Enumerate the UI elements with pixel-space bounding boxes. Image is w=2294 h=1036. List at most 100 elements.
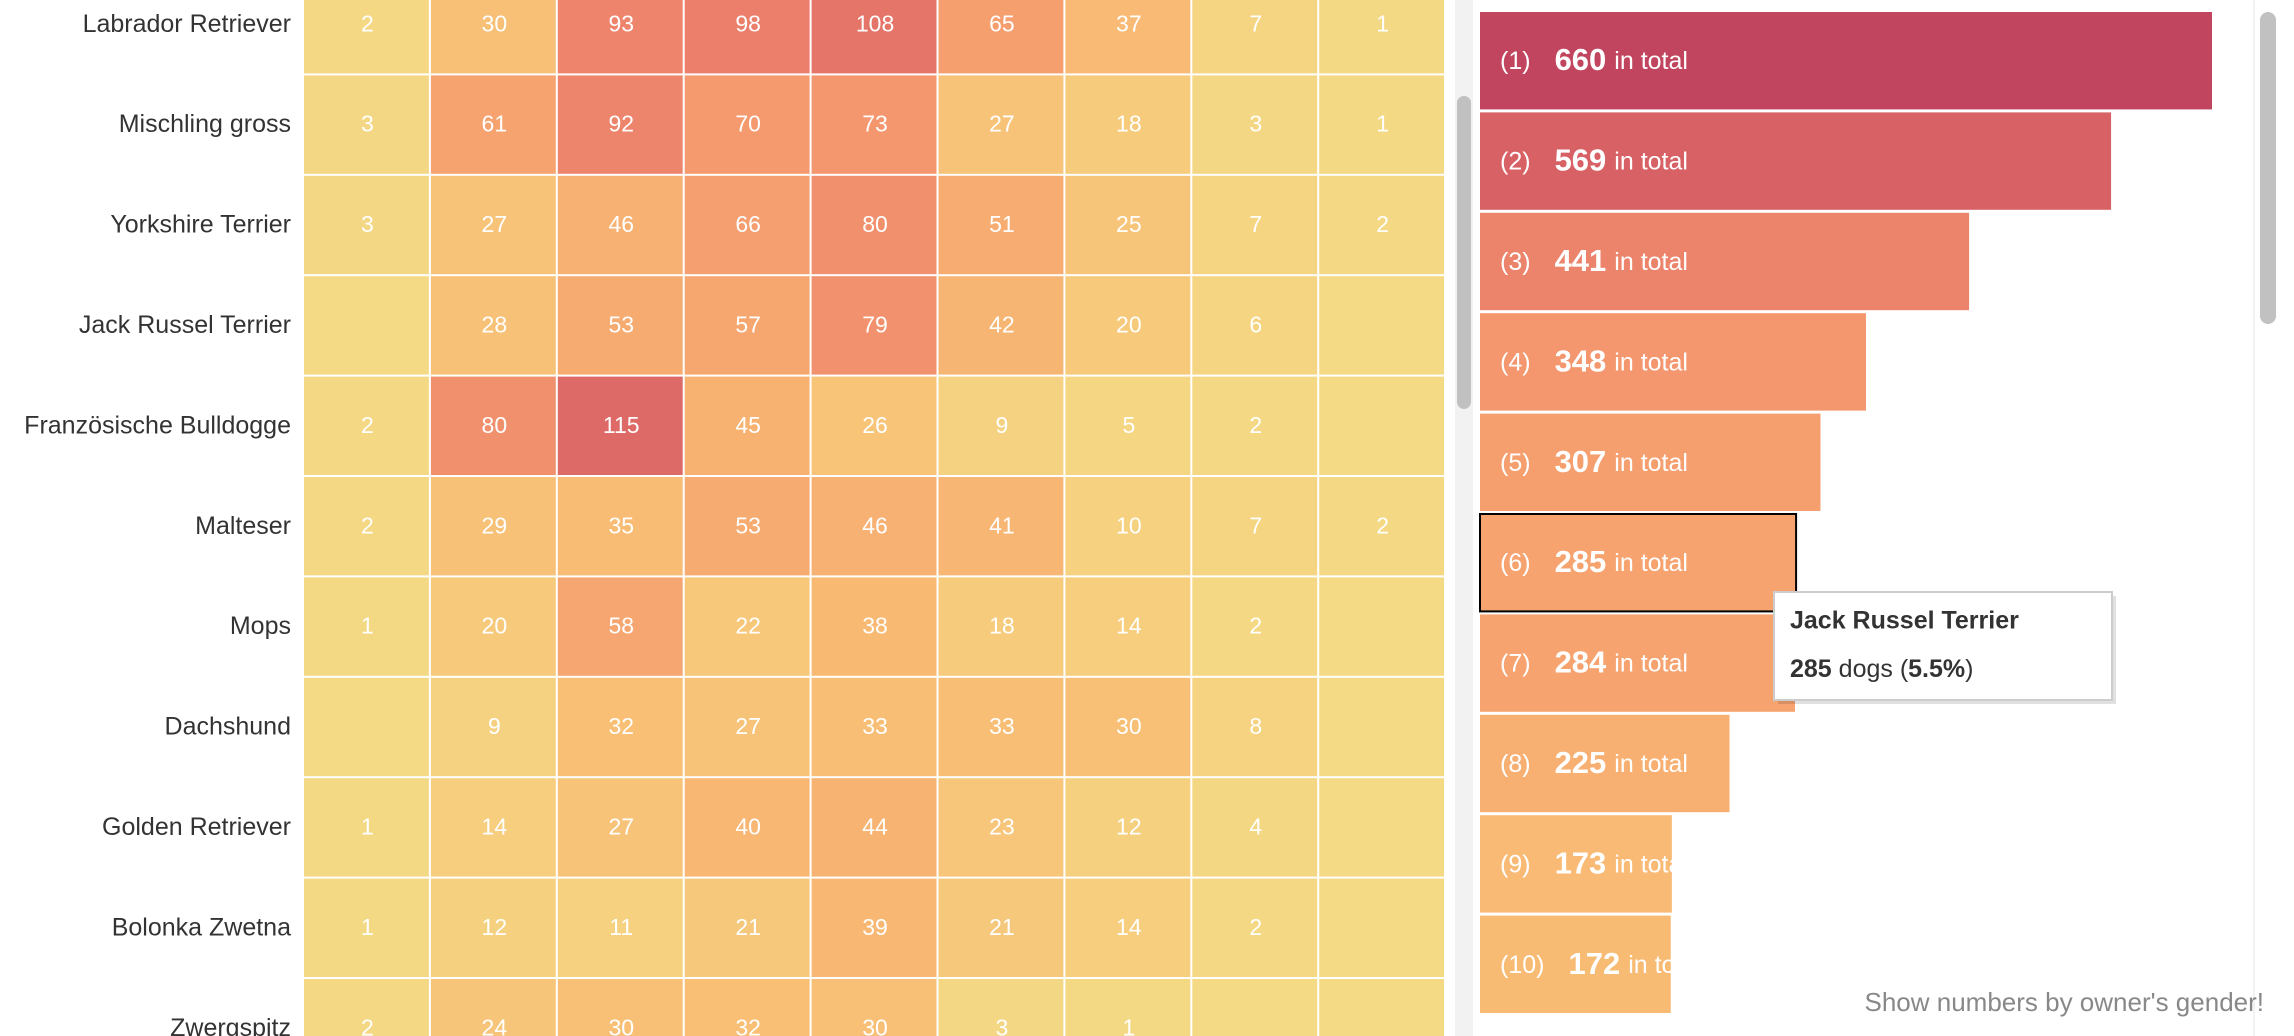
cell-label: 28 bbox=[482, 311, 508, 337]
heat-cell bbox=[430, 979, 556, 1036]
bar-label: (4) 348 in total bbox=[1500, 344, 1688, 379]
bar-value: 225 bbox=[1555, 745, 1607, 780]
bar[interactable] bbox=[1480, 614, 1795, 712]
cell-label: 20 bbox=[1116, 311, 1142, 337]
heat-cell bbox=[304, 75, 429, 174]
cell-label: 7 bbox=[1249, 10, 1262, 36]
tooltip-title: Jack Russel Terrier bbox=[1790, 607, 2019, 635]
cell-label: 21 bbox=[735, 914, 761, 940]
bar-label: (3) 441 in total bbox=[1500, 243, 1688, 278]
scrollbar-thumb[interactable] bbox=[2260, 12, 2276, 324]
cell-label: 58 bbox=[608, 613, 634, 639]
cell-label: 11 bbox=[609, 914, 633, 940]
heat-cell bbox=[684, 477, 810, 576]
heat-cell bbox=[938, 677, 1064, 777]
cell-label: 4 bbox=[1249, 813, 1262, 839]
cell-label: 5 bbox=[1122, 412, 1135, 438]
heat-cell bbox=[1192, 878, 1318, 977]
cell-label: 3 bbox=[361, 211, 374, 237]
heat-cell bbox=[430, 677, 556, 777]
cell-label: 2 bbox=[361, 512, 374, 538]
row-label: Malteser bbox=[195, 512, 291, 540]
heat-cell bbox=[938, 0, 1064, 74]
bar[interactable] bbox=[1480, 714, 1730, 813]
cell-label: 92 bbox=[608, 111, 634, 137]
heat-cell bbox=[304, 0, 429, 74]
heat-cell bbox=[304, 376, 429, 475]
bar-value: 307 bbox=[1555, 444, 1607, 479]
heat-cell bbox=[304, 979, 429, 1036]
bar[interactable] bbox=[1480, 413, 1821, 511]
heat-cell bbox=[1065, 0, 1191, 74]
bar-rank: (5) bbox=[1500, 448, 1531, 476]
cell-label: 9 bbox=[996, 412, 1009, 438]
heat-cell bbox=[557, 175, 683, 275]
cell-label: 2 bbox=[361, 412, 374, 438]
heat-cell bbox=[557, 878, 683, 977]
heat-cell bbox=[1192, 75, 1318, 174]
cell-label: 2 bbox=[1376, 211, 1389, 237]
heat-cell bbox=[938, 778, 1064, 877]
heat-cell bbox=[1319, 477, 1445, 576]
cell-label: 32 bbox=[735, 1014, 761, 1036]
heat-cell bbox=[684, 276, 810, 375]
cell-label: 57 bbox=[735, 311, 761, 337]
cell-label: 39 bbox=[862, 914, 888, 940]
heat-cell bbox=[1192, 577, 1318, 676]
bar[interactable] bbox=[1480, 313, 1866, 411]
footer-link[interactable]: Show numbers by owner's gender! bbox=[1864, 987, 2264, 1017]
cell-label: 93 bbox=[608, 10, 634, 36]
heat-cell bbox=[1319, 276, 1445, 375]
heat-cell bbox=[304, 175, 429, 275]
bar[interactable] bbox=[1480, 112, 2112, 210]
heat-cell bbox=[430, 376, 556, 475]
cell-label: 12 bbox=[482, 914, 508, 940]
bar[interactable] bbox=[1480, 915, 1671, 1013]
heat-cell bbox=[938, 376, 1064, 475]
bar-value: 660 bbox=[1555, 42, 1607, 77]
cell-label: 7 bbox=[1249, 512, 1262, 538]
bar-value: 441 bbox=[1555, 243, 1607, 278]
bar-rank: (4) bbox=[1500, 348, 1531, 376]
cell-label: 9 bbox=[488, 713, 501, 739]
tooltip-text: dogs ( bbox=[1832, 655, 1909, 683]
bar-label: (1) 660 in total bbox=[1500, 42, 1688, 77]
bar-suffix: in total bbox=[1614, 750, 1688, 778]
heat-cell bbox=[1065, 979, 1191, 1036]
bar[interactable] bbox=[1480, 815, 1672, 913]
heat-cell bbox=[430, 175, 556, 275]
heat-cell bbox=[1319, 677, 1445, 777]
cell-label: 30 bbox=[482, 10, 508, 36]
bar-label: (5) 307 in total bbox=[1500, 444, 1688, 479]
heat-cell bbox=[430, 75, 556, 174]
bar-rank: (6) bbox=[1500, 549, 1531, 577]
scrollbar-thumb[interactable] bbox=[1457, 96, 1471, 409]
row-label: Jack Russel Terrier bbox=[79, 311, 291, 339]
cell-label: 61 bbox=[482, 111, 508, 137]
cell-label: 22 bbox=[735, 613, 761, 639]
cell-label: 2 bbox=[361, 1014, 374, 1036]
heat-cell bbox=[304, 778, 429, 877]
cell-label: 46 bbox=[862, 512, 888, 538]
heat-cell bbox=[1319, 577, 1445, 676]
tooltip: Jack Russel Terrier 285 dogs (5.5%) bbox=[1773, 591, 2116, 704]
cell-label: 70 bbox=[735, 111, 761, 137]
heat-cell bbox=[304, 677, 429, 777]
bar-rank: (1) bbox=[1500, 47, 1531, 75]
bar[interactable] bbox=[1480, 12, 2212, 110]
heat-cell bbox=[1192, 477, 1318, 576]
cell-label: 73 bbox=[862, 111, 888, 137]
bar-suffix: in total bbox=[1614, 549, 1688, 577]
heat-cell bbox=[684, 0, 810, 74]
heat-cell bbox=[304, 878, 429, 977]
heat-cell bbox=[811, 778, 937, 877]
bar-suffix: in total bbox=[1614, 850, 1688, 878]
cell-label: 32 bbox=[608, 713, 634, 739]
bar[interactable] bbox=[1480, 212, 1970, 311]
bar[interactable] bbox=[1479, 513, 1798, 613]
heat-cell bbox=[811, 175, 937, 275]
heat-cell bbox=[811, 276, 937, 375]
cell-label: 80 bbox=[862, 211, 888, 237]
bar-label: (2) 569 in total bbox=[1500, 143, 1688, 178]
